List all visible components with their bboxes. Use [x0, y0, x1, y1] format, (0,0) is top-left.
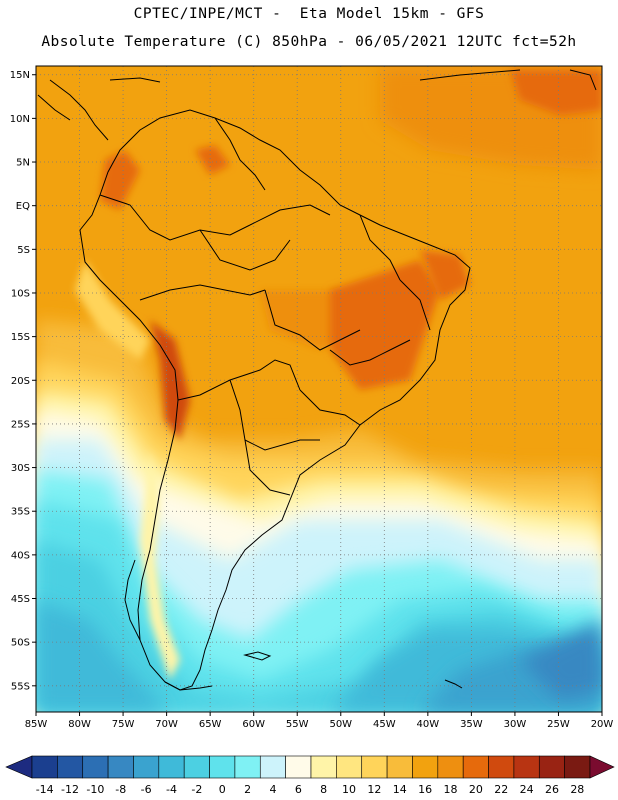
colorbar-label: 10	[342, 783, 356, 796]
lon-tick-label: 30W	[504, 719, 527, 730]
temperature-field	[36, 66, 602, 712]
colorbar-label: -2	[191, 783, 202, 796]
lat-tick-label: 45S	[11, 594, 30, 605]
lat-tick-label: 25S	[11, 419, 30, 430]
lon-tick-label: 25W	[547, 719, 570, 730]
colorbar-swatch	[31, 755, 58, 779]
lat-tick-label: EQ	[16, 201, 30, 212]
colorbar-swatch	[336, 755, 363, 779]
colorbar-swatch	[437, 755, 464, 779]
colorbar-label: 4	[269, 783, 276, 796]
lat-tick-label: 10S	[11, 288, 30, 299]
lat-tick-label: 15S	[11, 332, 30, 343]
colorbar-swatch	[361, 755, 388, 779]
colorbar-swatch	[513, 755, 540, 779]
longitude-axis: 85W 80W 75W 70W 65W 60W 55W 50W 45W 40W 35W 30W 25W 2…	[25, 712, 614, 730]
colorbar-label: -4	[166, 783, 177, 796]
colorbar-label: 20	[469, 783, 483, 796]
lon-tick-label: 85W	[25, 719, 48, 730]
lat-tick-label: 15N	[10, 70, 30, 81]
lon-tick-label: 35W	[460, 719, 483, 730]
colorbar-label: 18	[444, 783, 458, 796]
colorbar-swatch	[285, 755, 312, 779]
country-borders	[37, 69, 597, 691]
lon-tick-label: 70W	[155, 719, 178, 730]
colorbar-swatch	[234, 755, 261, 779]
colorbar-label: 22	[494, 783, 508, 796]
colorbar-swatch	[564, 755, 591, 779]
colorbar-label: 28	[570, 783, 584, 796]
colorbar-label: -6	[141, 783, 152, 796]
lon-tick-label: 75W	[112, 719, 135, 730]
latitude-axis: 15N 10N 5N EQ 5S 10S 15S 20S 25S 30S 35S 40S 45S 50S 5…	[10, 70, 36, 692]
colorbar-swatch	[488, 755, 515, 779]
colorbar-swatch	[259, 755, 286, 779]
lat-tick-label: 40S	[11, 550, 30, 561]
colorbar-label: -8	[115, 783, 126, 796]
chart-subtitle: Absolute Temperature (C) 850hPa - 06/05/…	[41, 34, 577, 50]
lat-tick-label: 55S	[11, 681, 30, 692]
lon-tick-label: 45W	[373, 719, 396, 730]
lat-tick-label: 35S	[11, 507, 30, 518]
colorbar-swatch	[158, 755, 185, 779]
colorbar-swatch	[209, 755, 236, 779]
colorbar-label: 16	[418, 783, 432, 796]
colorbar-label: 26	[545, 783, 559, 796]
lat-tick-label: 10N	[10, 114, 30, 125]
lon-tick-label: 20W	[591, 719, 614, 730]
colorbar-label: -12	[61, 783, 79, 796]
colorbar-swatch	[57, 755, 84, 779]
lat-tick-label: 30S	[11, 463, 30, 474]
colorbar-label: 0	[219, 783, 226, 796]
lon-tick-label: 50W	[329, 719, 352, 730]
lon-tick-label: 80W	[68, 719, 91, 730]
colorbar-swatch	[82, 755, 109, 779]
colorbar-label: 6	[295, 783, 302, 796]
colorbar-swatch	[386, 755, 413, 779]
colorbar-label: 2	[244, 783, 251, 796]
lon-tick-label: 60W	[242, 719, 265, 730]
colorbar-swatch	[462, 755, 489, 779]
colorbar-label: -10	[86, 783, 104, 796]
colorbar-high-cap	[589, 755, 615, 779]
colorbar-swatch	[183, 755, 210, 779]
map-frame	[35, 65, 603, 713]
colorbar-label: 24	[520, 783, 534, 796]
colorbar-label: 12	[367, 783, 381, 796]
lon-tick-label: 65W	[199, 719, 222, 730]
colorbar-low-cap	[5, 755, 33, 779]
colorbar-label: 14	[393, 783, 407, 796]
lon-tick-label: 40W	[417, 719, 440, 730]
lon-tick-label: 55W	[286, 719, 309, 730]
colorbar-swatch	[310, 755, 337, 779]
lat-tick-label: 50S	[11, 638, 30, 649]
lat-tick-label: 20S	[11, 376, 30, 387]
colorbar: -14 -12 -10 -8 -6 -4 -2 0 2 4 6 8 10 12 14 16 18 20 22 24 26…	[5, 755, 615, 796]
colorbar-label: 8	[320, 783, 327, 796]
colorbar-swatch	[133, 755, 160, 779]
lat-tick-label: 5N	[16, 158, 30, 169]
chart-title: CPTEC/INPE/MCT - Eta Model 15km - GFS	[133, 6, 485, 22]
colorbar-swatch	[412, 755, 439, 779]
colorbar-swatch	[538, 755, 565, 779]
colorbar-swatch	[107, 755, 134, 779]
colorbar-label: -14	[36, 783, 54, 796]
lat-tick-label: 5S	[17, 245, 30, 256]
